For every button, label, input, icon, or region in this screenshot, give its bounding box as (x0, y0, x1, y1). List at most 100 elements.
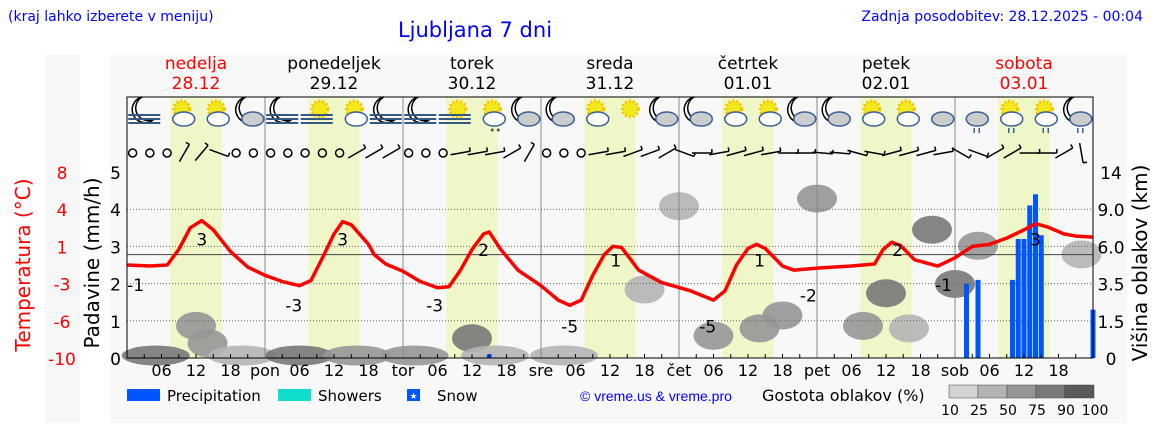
precipitation-bar (975, 279, 981, 358)
copyright-link[interactable]: © vreme.us & vreme.pro (580, 388, 732, 404)
day-date: 31.12 (586, 74, 635, 94)
moon-cloud-icon (786, 96, 817, 127)
wind-barb-tick (727, 147, 730, 152)
wind-barb-tick (227, 152, 231, 157)
precipitation-bar (1033, 194, 1038, 358)
x-tick-hour: 06 (151, 361, 171, 380)
sun-rain-icon (1034, 99, 1058, 133)
wind-barb-icon (588, 150, 609, 156)
wind-barb-tick (606, 147, 609, 152)
wind-barb-tick (518, 144, 522, 149)
wind-barb-icon (1003, 147, 1022, 159)
cloud-height-tick: 1.5 (1097, 313, 1124, 333)
wind-barb-tick (468, 147, 471, 152)
x-tick-hour: 12 (462, 361, 482, 380)
day-date: 28.12 (172, 74, 221, 94)
wind-barb-tick (883, 150, 886, 155)
temp-axis-label: Temperatura (°C) (11, 178, 35, 352)
x-tick-hour: 18 (496, 361, 516, 380)
temperature-label: -5 (561, 317, 578, 337)
temp-tick: 4 (57, 201, 68, 221)
moon-rain-icon (1062, 96, 1093, 133)
cloud-rain-icon (965, 111, 989, 133)
x-tick-hour: 06 (979, 361, 999, 380)
wind-barb-icon (899, 149, 919, 157)
legend-snow-label: Snow (437, 387, 477, 405)
wind-barb-icon (968, 148, 988, 158)
wind-barb-icon (503, 147, 522, 159)
precipitation-bar (1015, 238, 1021, 358)
cloud-density-blob (624, 275, 665, 304)
x-tick-hour: 18 (910, 361, 930, 380)
moon-fog-icon (404, 96, 437, 124)
cloud-legend-tick: 50 (999, 403, 1017, 419)
precipitation-bar (1038, 235, 1044, 358)
calm-wind-icon (559, 148, 569, 158)
cloud-density-blob (762, 301, 803, 330)
daylight-band (584, 97, 636, 358)
temperature-label: -1 (127, 276, 144, 296)
x-tick-hour: 12 (324, 361, 344, 380)
wind-barb-icon (640, 148, 660, 158)
sun-cloud-icon (172, 99, 196, 127)
calm-wind-icon (541, 148, 552, 158)
wind-barb-icon (467, 150, 488, 156)
x-tick-hour: 06 (841, 361, 861, 380)
day-date: 29.12 (310, 74, 359, 94)
day-date: 03.01 (1000, 74, 1049, 94)
cloud-density-blob (461, 345, 529, 366)
cloud-legend-swatch (977, 384, 1008, 399)
sun-snow-icon (482, 99, 506, 132)
legend-snow-swatch (407, 389, 420, 401)
wind-barb-tick (204, 142, 209, 146)
wind-barb-icon (916, 149, 936, 157)
cloud-legend-swatch (1006, 384, 1037, 399)
wind-barb-icon (726, 149, 747, 157)
x-tick-day: čet (667, 361, 692, 380)
wind-barb-tick (1018, 144, 1022, 149)
sun-cloud-icon (586, 99, 610, 127)
temperature-label: 2 (892, 241, 903, 261)
precip-tick: 1 (110, 313, 121, 333)
day-name: nedelja (165, 54, 227, 74)
temp-tick: -3 (54, 276, 71, 296)
cloud-height-tick: 14 (1100, 164, 1122, 184)
wind-barb-tick (673, 144, 677, 149)
wind-barb-icon (881, 149, 902, 157)
x-tick-hour: 18 (1048, 361, 1068, 380)
day-name: sreda (586, 54, 633, 74)
wind-barb-tick (640, 145, 643, 150)
location-hint-link[interactable]: (kraj lahko izberete v meniju) (8, 9, 214, 25)
temperature-label: 2 (478, 241, 489, 261)
moon-cloud-icon (510, 96, 541, 127)
wind-barb-tick (1070, 144, 1074, 149)
wind-barb-tick (744, 146, 747, 151)
cloud-legend-tick: 25 (970, 403, 988, 419)
sun-cloud-icon (862, 99, 886, 127)
temperature-label: 3 (1030, 231, 1041, 251)
moon-cloud-icon (648, 96, 679, 127)
precip-tick: 0 (110, 350, 121, 370)
calm-wind-icon (438, 148, 448, 158)
cloud-height-tick: 0 (1106, 350, 1117, 370)
calm-wind-icon (127, 148, 138, 158)
daylight-band (446, 97, 498, 358)
temp-tick: 8 (57, 164, 68, 184)
x-tick-day: sob (941, 361, 969, 380)
x-tick-hour: 06 (703, 361, 723, 380)
temperature-label: 3 (196, 231, 207, 251)
precip-tick: 3 (110, 238, 121, 258)
x-tick-day: pon (250, 361, 280, 380)
cloud-legend-tick: 100 (1082, 403, 1109, 419)
precipitation-bar (1027, 205, 1033, 358)
wind-barb-tick (761, 146, 765, 151)
x-tick-hour: 12 (186, 361, 206, 380)
legend-showers-label: Showers (318, 387, 382, 405)
x-tick-hour: 06 (565, 361, 585, 380)
wind-barb-icon (847, 149, 867, 157)
day-date: 30.12 (448, 74, 497, 94)
daylight-band (308, 97, 360, 358)
day-name: torek (450, 54, 494, 74)
day-date: 01.01 (724, 74, 773, 94)
wind-barb-icon (760, 150, 781, 156)
